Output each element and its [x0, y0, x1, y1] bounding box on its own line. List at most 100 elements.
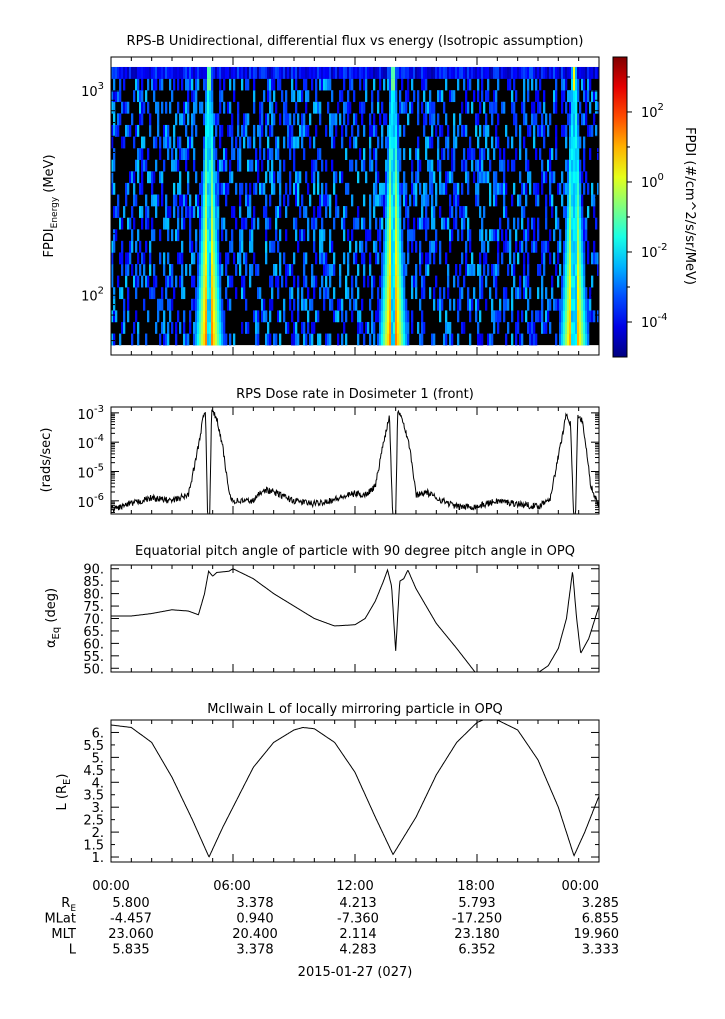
spectrogram-cell — [437, 66, 440, 79]
spectrogram-cell — [121, 287, 124, 300]
spectrogram-cell — [127, 124, 130, 137]
spectrogram-cell — [533, 136, 536, 149]
spectrogram-cell — [581, 240, 584, 253]
spectrogram-cell — [221, 90, 224, 103]
spectrogram-cell — [207, 148, 210, 160]
spectrogram-cell — [581, 310, 584, 323]
spectrogram-cell — [213, 136, 216, 149]
spectrogram-cell — [483, 124, 486, 137]
spectrogram-cell — [481, 217, 484, 230]
spectrogram-cell — [387, 66, 390, 79]
spectrogram-cell — [497, 113, 500, 126]
spectrogram-cell — [293, 136, 296, 149]
spectrogram-cell — [243, 113, 246, 126]
spectrogram-cell — [571, 287, 574, 300]
spectrogram-cell — [407, 217, 410, 230]
spectrogram-cell — [209, 124, 212, 137]
spectrogram-cell — [553, 171, 556, 184]
spectrogram-cell — [111, 252, 114, 265]
spectrogram-cell — [491, 136, 494, 149]
spectrogram-cell — [581, 113, 584, 126]
spectrogram-cell — [379, 298, 382, 311]
spectrogram-cell — [207, 321, 210, 334]
spectrogram-cell — [579, 66, 582, 79]
spectrogram-cell — [355, 159, 358, 172]
spectrogram-cell — [129, 217, 132, 230]
spectrogram-cell — [407, 113, 410, 126]
spectrogram-cell — [391, 321, 394, 334]
spectrogram-cell — [469, 240, 472, 253]
spectrogram-cell — [217, 298, 220, 311]
spectrogram-cell — [163, 66, 166, 79]
colorbar-tick-label-exponent: -2 — [658, 242, 668, 253]
spectrogram-cell — [235, 182, 238, 195]
spectrogram-cell — [143, 298, 146, 311]
spectrogram-cell — [215, 66, 218, 79]
spectrogram-cell — [383, 252, 386, 265]
spectrogram-cell — [391, 194, 394, 207]
spectrogram-cell — [211, 101, 214, 114]
spectrogram-cell — [305, 171, 308, 184]
spectrogram-cell — [423, 66, 426, 79]
spectrogram-cell — [459, 298, 462, 311]
spectrogram-cell — [431, 136, 434, 149]
spectrogram-cell — [181, 240, 184, 253]
spectrogram-cell — [197, 66, 200, 79]
spectrogram-cell — [321, 194, 324, 207]
spectrogram-cell — [149, 113, 152, 126]
spectrogram-cell — [383, 298, 386, 311]
spectrogram-cell — [573, 333, 576, 346]
spectrogram-cell — [269, 148, 272, 160]
y-tick-label: 4.5 — [83, 764, 104, 779]
y-tick-label: 1.5 — [83, 839, 104, 854]
spectrogram-cell — [429, 182, 432, 195]
spectrogram-cell — [577, 229, 580, 242]
spectrogram-cell — [161, 321, 164, 334]
spectrogram-cell — [535, 194, 538, 207]
spectrogram-cell — [287, 113, 290, 126]
spectrogram-cell — [199, 66, 202, 79]
spectrogram-cell — [241, 240, 244, 253]
spectrogram-cell — [385, 287, 388, 300]
spectrogram-cell — [181, 78, 184, 91]
spectrogram-cell — [591, 252, 594, 265]
spectrogram-cell — [303, 78, 306, 91]
spectrogram-cell — [183, 101, 186, 114]
spectrogram-cell — [405, 182, 408, 195]
spectrogram-cell — [175, 194, 178, 207]
spectrogram-cell — [335, 66, 338, 79]
spectrogram-cell — [147, 206, 150, 218]
spectrogram-cell — [217, 310, 220, 323]
spectrogram-cell — [379, 182, 382, 195]
spectrogram-cell — [547, 310, 550, 323]
spectrogram-cell — [453, 182, 456, 195]
spectrogram-cell — [203, 206, 206, 218]
spectrogram-cell — [389, 182, 392, 195]
spectrogram-cell — [319, 113, 322, 126]
spectrogram-cell — [371, 287, 374, 300]
spectrogram-cell — [199, 264, 202, 276]
spectrogram-cell — [175, 66, 178, 79]
spectrogram-cell — [319, 287, 322, 300]
spectrogram-cell — [399, 101, 402, 114]
spectrogram-cell — [199, 217, 202, 230]
spectrogram-cell — [523, 90, 526, 103]
spectrogram-cell — [473, 171, 476, 184]
spectrogram-cell — [211, 66, 214, 79]
spectrogram-cell — [441, 66, 444, 79]
spectrogram-cell — [337, 310, 340, 323]
spectrogram-cell — [419, 252, 422, 265]
spectrogram-cell — [375, 182, 378, 195]
spectrogram-cell — [577, 275, 580, 288]
spectrogram-cell — [301, 298, 304, 311]
spectrogram-cell — [207, 78, 210, 91]
spectrogram-cell — [523, 206, 526, 218]
spectrogram-cell — [303, 321, 306, 334]
spectrogram-cell — [575, 194, 578, 207]
spectrogram-cell — [285, 101, 288, 114]
spectrogram-cell — [277, 275, 280, 288]
colorbar-tick-label-exponent: 2 — [658, 102, 664, 113]
spectrogram-cell — [447, 321, 450, 334]
spectrogram-cell — [461, 229, 464, 242]
spectrogram-cell — [391, 275, 394, 288]
